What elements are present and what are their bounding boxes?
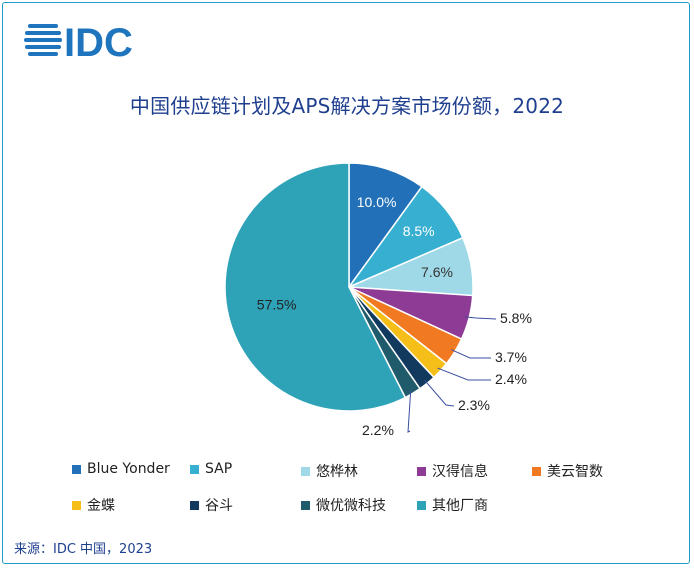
logo-text: IDC bbox=[64, 21, 133, 65]
data-label: 3.7% bbox=[495, 349, 527, 365]
leader-line bbox=[465, 316, 497, 320]
data-label: 57.5% bbox=[257, 296, 297, 312]
leader-line bbox=[407, 389, 412, 433]
idc-logo: IDC bbox=[24, 21, 133, 65]
pie-slice bbox=[348, 162, 423, 290]
leader-line bbox=[437, 367, 491, 381]
data-label: 8.5% bbox=[403, 223, 435, 239]
pie-slice bbox=[224, 162, 407, 412]
leader-line bbox=[424, 379, 455, 407]
data-label: 7.6% bbox=[421, 264, 453, 280]
globe-icon bbox=[24, 24, 62, 56]
source-note: 来源：IDC 中国，2023 bbox=[14, 542, 153, 557]
data-label: 5.8% bbox=[500, 310, 532, 326]
data-label: 10.0% bbox=[357, 194, 397, 210]
data-label: 2.4% bbox=[495, 371, 527, 387]
data-label: 2.2% bbox=[362, 422, 394, 438]
data-label: 2.3% bbox=[458, 397, 490, 413]
chart-title: 中国供应链计划及APS解决方案市场份额，2022 bbox=[129, 94, 565, 118]
leader-line bbox=[451, 349, 491, 359]
